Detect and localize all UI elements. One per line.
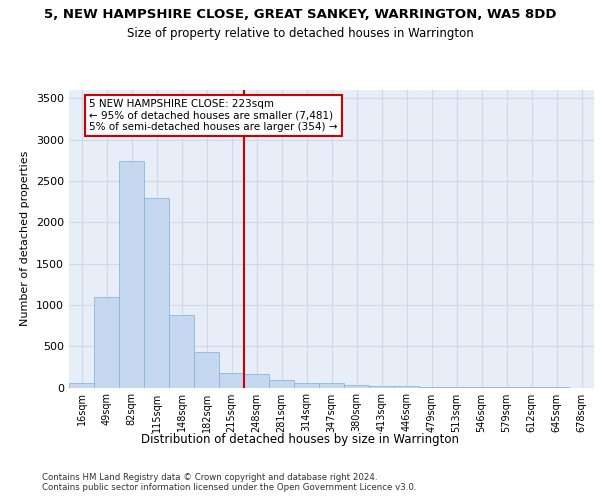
Bar [344, 385, 369, 388]
Bar [244, 374, 269, 388]
Bar [394, 386, 419, 388]
Bar [94, 296, 119, 388]
Bar [194, 352, 219, 388]
Bar [69, 384, 94, 388]
Text: Contains HM Land Registry data © Crown copyright and database right 2024.: Contains HM Land Registry data © Crown c… [42, 472, 377, 482]
Bar [419, 386, 444, 388]
Bar [169, 315, 194, 388]
Text: Contains public sector information licensed under the Open Government Licence v3: Contains public sector information licen… [42, 482, 416, 492]
Bar [144, 198, 169, 388]
Bar [369, 386, 394, 388]
Y-axis label: Number of detached properties: Number of detached properties [20, 151, 31, 326]
Text: 5 NEW HAMPSHIRE CLOSE: 223sqm
← 95% of detached houses are smaller (7,481)
5% of: 5 NEW HAMPSHIRE CLOSE: 223sqm ← 95% of d… [89, 99, 337, 132]
Bar [119, 161, 144, 388]
Text: 5, NEW HAMPSHIRE CLOSE, GREAT SANKEY, WARRINGTON, WA5 8DD: 5, NEW HAMPSHIRE CLOSE, GREAT SANKEY, WA… [44, 8, 556, 20]
Text: Distribution of detached houses by size in Warrington: Distribution of detached houses by size … [141, 432, 459, 446]
Bar [219, 374, 244, 388]
Bar [269, 380, 294, 388]
Text: Size of property relative to detached houses in Warrington: Size of property relative to detached ho… [127, 28, 473, 40]
Bar [319, 384, 344, 388]
Bar [294, 382, 319, 388]
